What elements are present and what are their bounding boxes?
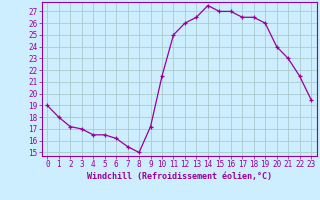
X-axis label: Windchill (Refroidissement éolien,°C): Windchill (Refroidissement éolien,°C)	[87, 172, 272, 181]
